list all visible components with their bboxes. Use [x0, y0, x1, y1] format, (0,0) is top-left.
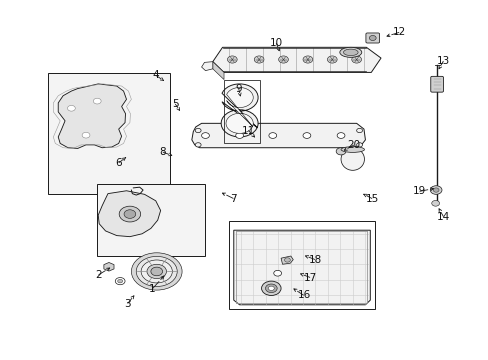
Ellipse shape	[368, 36, 375, 41]
Circle shape	[67, 105, 75, 111]
Circle shape	[356, 129, 362, 133]
Text: 10: 10	[269, 38, 282, 48]
Circle shape	[327, 56, 336, 63]
Circle shape	[261, 281, 281, 296]
Bar	[48, 73, 170, 194]
Circle shape	[195, 143, 201, 147]
Circle shape	[119, 206, 141, 222]
Circle shape	[93, 98, 101, 104]
Text: 9: 9	[235, 84, 242, 94]
Text: 1: 1	[148, 284, 155, 294]
Circle shape	[336, 133, 344, 138]
Text: 7: 7	[230, 194, 237, 204]
Polygon shape	[225, 87, 253, 133]
Polygon shape	[221, 84, 258, 137]
Circle shape	[273, 270, 281, 276]
Polygon shape	[212, 47, 380, 72]
Text: 19: 19	[411, 186, 425, 197]
Text: 2: 2	[95, 270, 102, 280]
Circle shape	[335, 148, 345, 155]
Circle shape	[131, 253, 182, 290]
Circle shape	[431, 201, 439, 206]
Circle shape	[118, 279, 122, 283]
Circle shape	[151, 267, 162, 276]
Circle shape	[351, 56, 361, 63]
Circle shape	[254, 56, 264, 63]
Polygon shape	[233, 230, 369, 305]
Text: 8: 8	[159, 147, 165, 157]
Text: 20: 20	[347, 140, 360, 150]
Circle shape	[265, 284, 277, 293]
Polygon shape	[98, 191, 160, 237]
Circle shape	[82, 132, 90, 138]
Circle shape	[147, 264, 166, 279]
Ellipse shape	[343, 49, 357, 55]
Bar	[97, 184, 204, 256]
Polygon shape	[201, 62, 212, 71]
FancyBboxPatch shape	[365, 33, 379, 43]
Text: 3: 3	[124, 299, 130, 309]
Circle shape	[227, 56, 237, 63]
Circle shape	[303, 56, 312, 63]
Circle shape	[195, 129, 201, 133]
Circle shape	[141, 260, 172, 283]
Bar	[228, 221, 374, 309]
Circle shape	[235, 133, 243, 138]
Text: 17: 17	[303, 273, 316, 283]
Circle shape	[303, 133, 310, 138]
Ellipse shape	[340, 147, 364, 152]
Circle shape	[201, 133, 209, 138]
Text: 15: 15	[365, 194, 378, 204]
Polygon shape	[191, 123, 365, 148]
FancyBboxPatch shape	[430, 76, 443, 92]
Ellipse shape	[340, 148, 364, 170]
Circle shape	[115, 278, 125, 285]
Text: 16: 16	[297, 291, 310, 301]
Text: 4: 4	[152, 70, 159, 80]
Text: 13: 13	[436, 56, 449, 66]
Ellipse shape	[339, 47, 361, 57]
Text: 12: 12	[392, 27, 406, 37]
Polygon shape	[281, 256, 293, 264]
Circle shape	[432, 188, 438, 192]
Text: 14: 14	[436, 212, 449, 221]
Circle shape	[136, 256, 177, 287]
Text: 11: 11	[241, 126, 255, 135]
Circle shape	[268, 133, 276, 138]
Text: 6: 6	[115, 158, 122, 168]
Circle shape	[429, 186, 441, 194]
Circle shape	[124, 210, 136, 219]
Polygon shape	[58, 84, 126, 148]
Circle shape	[356, 143, 362, 147]
Circle shape	[268, 286, 274, 291]
Polygon shape	[212, 62, 224, 80]
Circle shape	[284, 258, 290, 262]
Text: 18: 18	[308, 255, 321, 265]
Text: 5: 5	[172, 99, 178, 109]
Circle shape	[278, 56, 288, 63]
